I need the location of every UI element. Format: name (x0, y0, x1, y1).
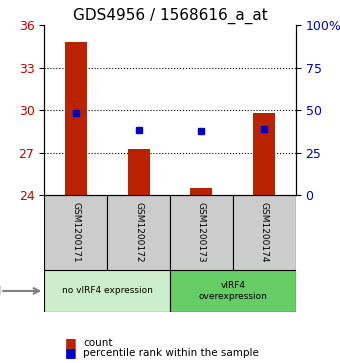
Text: GSM1200171: GSM1200171 (71, 202, 80, 263)
Bar (128, 148, 150, 195)
Text: percentile rank within the sample: percentile rank within the sample (83, 348, 259, 358)
Text: ■: ■ (65, 346, 76, 359)
Text: vIRF4
overexpression: vIRF4 overexpression (199, 281, 267, 301)
Bar (190, 188, 212, 195)
Bar (253, 113, 275, 195)
Text: GSM1200172: GSM1200172 (134, 202, 143, 263)
FancyBboxPatch shape (170, 270, 296, 312)
FancyBboxPatch shape (170, 195, 233, 270)
FancyBboxPatch shape (233, 195, 296, 270)
Text: count: count (83, 338, 113, 348)
Title: GDS4956 / 1568616_a_at: GDS4956 / 1568616_a_at (73, 8, 267, 24)
FancyBboxPatch shape (44, 270, 170, 312)
Text: GSM1200173: GSM1200173 (197, 202, 206, 263)
Bar (65, 42, 87, 195)
FancyBboxPatch shape (44, 195, 107, 270)
FancyBboxPatch shape (107, 195, 170, 270)
Text: ■: ■ (65, 337, 76, 350)
Text: no vIRF4 expression: no vIRF4 expression (62, 286, 153, 295)
Text: protocol: protocol (0, 286, 1, 296)
Text: GSM1200174: GSM1200174 (260, 202, 269, 263)
